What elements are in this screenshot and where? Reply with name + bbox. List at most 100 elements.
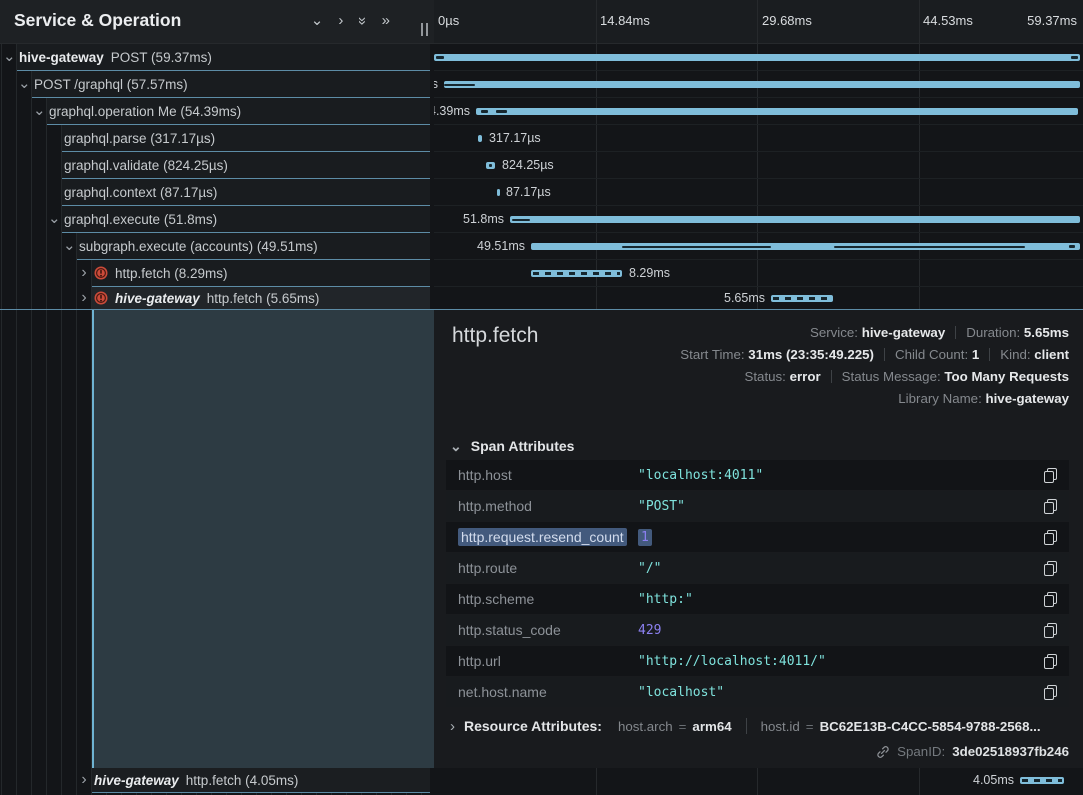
span-operation-label: graphql.context (87.17µs) bbox=[64, 184, 218, 200]
copy-icon[interactable] bbox=[1044, 591, 1057, 607]
copy-icon[interactable] bbox=[1044, 560, 1057, 576]
span-row-hive-gateway-post[interactable]: ⌄ hive-gateway POST (59.37ms) bbox=[0, 44, 1083, 71]
attribute-key: http.host bbox=[458, 467, 512, 483]
span-row-subgraph-execute[interactable]: ⌄ subgraph.execute (accounts) (49.51ms) … bbox=[0, 233, 1083, 260]
span-bar[interactable] bbox=[531, 270, 622, 277]
chevron-down-icon[interactable]: ⌄ bbox=[18, 75, 31, 92]
attribute-value: 429 bbox=[638, 622, 662, 638]
chevron-down-icon[interactable]: ⌄ bbox=[3, 48, 16, 65]
meta-label: Status: bbox=[744, 369, 786, 384]
copy-icon[interactable] bbox=[1044, 529, 1057, 545]
chevron-down-icon[interactable]: ⌄ bbox=[63, 237, 76, 254]
copy-icon[interactable] bbox=[1044, 467, 1057, 483]
expand-all-icon[interactable]: » bbox=[381, 12, 390, 29]
span-row-http-fetch-829[interactable]: › http.fetch (8.29ms) 8.29ms bbox=[0, 260, 1083, 287]
span-bar[interactable] bbox=[434, 54, 1080, 61]
span-attributes-toggle[interactable]: ⌄ Span Attributes bbox=[450, 438, 574, 454]
resource-value: BC62E13B-C4CC-5854-9788-2568... bbox=[819, 718, 1041, 734]
attribute-value: "/" bbox=[638, 560, 662, 576]
meta-label: Start Time: bbox=[680, 347, 745, 362]
span-operation-label: http.fetch (4.05ms) bbox=[185, 772, 299, 788]
span-operation-label: graphql.parse (317.17µs) bbox=[64, 130, 216, 146]
span-bar[interactable] bbox=[1020, 777, 1064, 784]
span-row-graphql-validate[interactable]: graphql.validate (824.25µs) 824.25µs bbox=[0, 152, 1083, 179]
span-duration-label: 317.17µs bbox=[489, 131, 541, 145]
detail-meta: Service: hive-gateway Duration: 5.65ms St… bbox=[680, 322, 1069, 410]
tree-header: Service & Operation ⌄ › » » bbox=[0, 0, 434, 44]
span-detail-panel: http.fetch Service: hive-gateway Duration… bbox=[434, 310, 1083, 768]
collapse-all-icon[interactable]: » bbox=[354, 16, 372, 26]
span-duration-label: 57.57ms bbox=[434, 71, 438, 97]
collapse-one-level-icon[interactable]: ⌄ bbox=[310, 12, 324, 29]
span-duration-label: 49.51ms bbox=[477, 239, 525, 253]
span-bar[interactable] bbox=[510, 216, 1080, 223]
chevron-right-icon[interactable]: › bbox=[81, 771, 87, 788]
meta-value: client bbox=[1034, 347, 1069, 362]
span-duration-label: 4.05ms bbox=[973, 773, 1014, 787]
span-id-row: SpanID: 3de02518937fb246 bbox=[876, 744, 1069, 759]
span-operation-label: graphql.operation Me (54.39ms) bbox=[49, 103, 242, 119]
ruler-tick: 0µs bbox=[438, 13, 460, 28]
copy-icon[interactable] bbox=[1044, 684, 1057, 700]
error-icon bbox=[94, 266, 108, 280]
meta-value: error bbox=[789, 369, 821, 384]
span-row-graphql-operation[interactable]: ⌄ graphql.operation Me (54.39ms) 54.39ms bbox=[0, 98, 1083, 125]
copy-icon[interactable] bbox=[1044, 498, 1057, 514]
chevron-down-icon[interactable]: ⌄ bbox=[48, 210, 61, 227]
meta-value: Too Many Requests bbox=[944, 369, 1069, 384]
span-bar[interactable] bbox=[771, 295, 833, 302]
span-operation-label: graphql.validate (824.25µs) bbox=[64, 157, 228, 173]
span-bar[interactable] bbox=[476, 108, 1078, 115]
chevron-down-icon[interactable]: ⌄ bbox=[33, 102, 46, 119]
span-operation-label: POST (59.37ms) bbox=[110, 49, 212, 65]
chevron-right-icon[interactable]: › bbox=[81, 289, 87, 306]
ruler-tick: 29.68ms bbox=[762, 13, 812, 28]
span-duration-label: 8.29ms bbox=[629, 266, 670, 280]
span-row-graphql-context[interactable]: graphql.context (87.17µs) 87.17µs bbox=[0, 179, 1083, 206]
expand-one-level-icon[interactable]: › bbox=[338, 12, 344, 29]
resource-value: arm64 bbox=[692, 718, 732, 734]
span-operation-label: subgraph.execute (accounts) (49.51ms) bbox=[79, 238, 318, 254]
span-duration-label: 87.17µs bbox=[506, 185, 551, 199]
copy-icon[interactable] bbox=[1044, 653, 1057, 669]
meta-value: hive-gateway bbox=[985, 391, 1069, 406]
span-attributes-table: http.host "localhost:4011" http.method "… bbox=[446, 460, 1069, 708]
span-bar[interactable] bbox=[478, 135, 482, 142]
span-row-http-fetch-565-selected[interactable]: › hive-gateway http.fetch (5.65ms) 5.65m… bbox=[0, 287, 1083, 310]
attribute-key: http.route bbox=[458, 560, 518, 576]
attribute-key: http.request.resend_count bbox=[458, 528, 638, 546]
attribute-key: http.method bbox=[458, 498, 532, 514]
resource-key: host.arch bbox=[617, 718, 673, 734]
span-bar[interactable] bbox=[531, 243, 1080, 250]
span-row-post-graphql[interactable]: ⌄ POST /graphql (57.57ms) 57.57ms bbox=[0, 71, 1083, 98]
span-row-graphql-execute[interactable]: ⌄ graphql.execute (51.8ms) 51.8ms bbox=[0, 206, 1083, 233]
span-operation-label: http.fetch (8.29ms) bbox=[115, 265, 228, 281]
span-bar[interactable] bbox=[486, 162, 495, 169]
resource-attributes-title: Resource Attributes: bbox=[464, 718, 602, 734]
attribute-row: http.method "POST" bbox=[446, 491, 1069, 521]
link-icon[interactable] bbox=[876, 745, 890, 759]
span-operation-label: http.fetch (5.65ms) bbox=[206, 290, 320, 306]
resource-attributes-row: › Resource Attributes: host.arch = arm64… bbox=[450, 714, 1069, 738]
span-row-graphql-parse[interactable]: graphql.parse (317.17µs) 317.17µs bbox=[0, 125, 1083, 152]
chevron-right-icon[interactable]: › bbox=[81, 264, 87, 281]
attribute-value: "http:" bbox=[638, 591, 693, 607]
chevron-right-icon[interactable]: › bbox=[450, 717, 455, 735]
span-id-value: 3de02518937fb246 bbox=[952, 744, 1069, 759]
resource-key: host.id bbox=[760, 718, 800, 734]
span-bar[interactable] bbox=[444, 81, 1080, 88]
span-bar[interactable] bbox=[497, 189, 500, 196]
span-row-http-fetch-405[interactable]: › hive-gateway http.fetch (4.05ms) 4.05m… bbox=[0, 768, 1083, 793]
span-id-label: SpanID: bbox=[897, 744, 946, 759]
attribute-row: http.scheme "http:" bbox=[446, 584, 1069, 614]
expanded-span-region bbox=[92, 310, 434, 768]
attribute-row: http.route "/" bbox=[446, 553, 1069, 583]
attribute-row: net.host.name "localhost" bbox=[446, 677, 1069, 707]
span-service-name: hive-gateway bbox=[94, 772, 179, 788]
meta-label: Status Message: bbox=[841, 369, 941, 384]
panel-resize-handle[interactable] bbox=[421, 23, 428, 36]
attribute-row: http.url "http://localhost:4011/" bbox=[446, 646, 1069, 676]
meta-label: Duration: bbox=[966, 325, 1021, 340]
span-duration-label: 54.39ms bbox=[434, 104, 470, 118]
copy-icon[interactable] bbox=[1044, 622, 1057, 638]
